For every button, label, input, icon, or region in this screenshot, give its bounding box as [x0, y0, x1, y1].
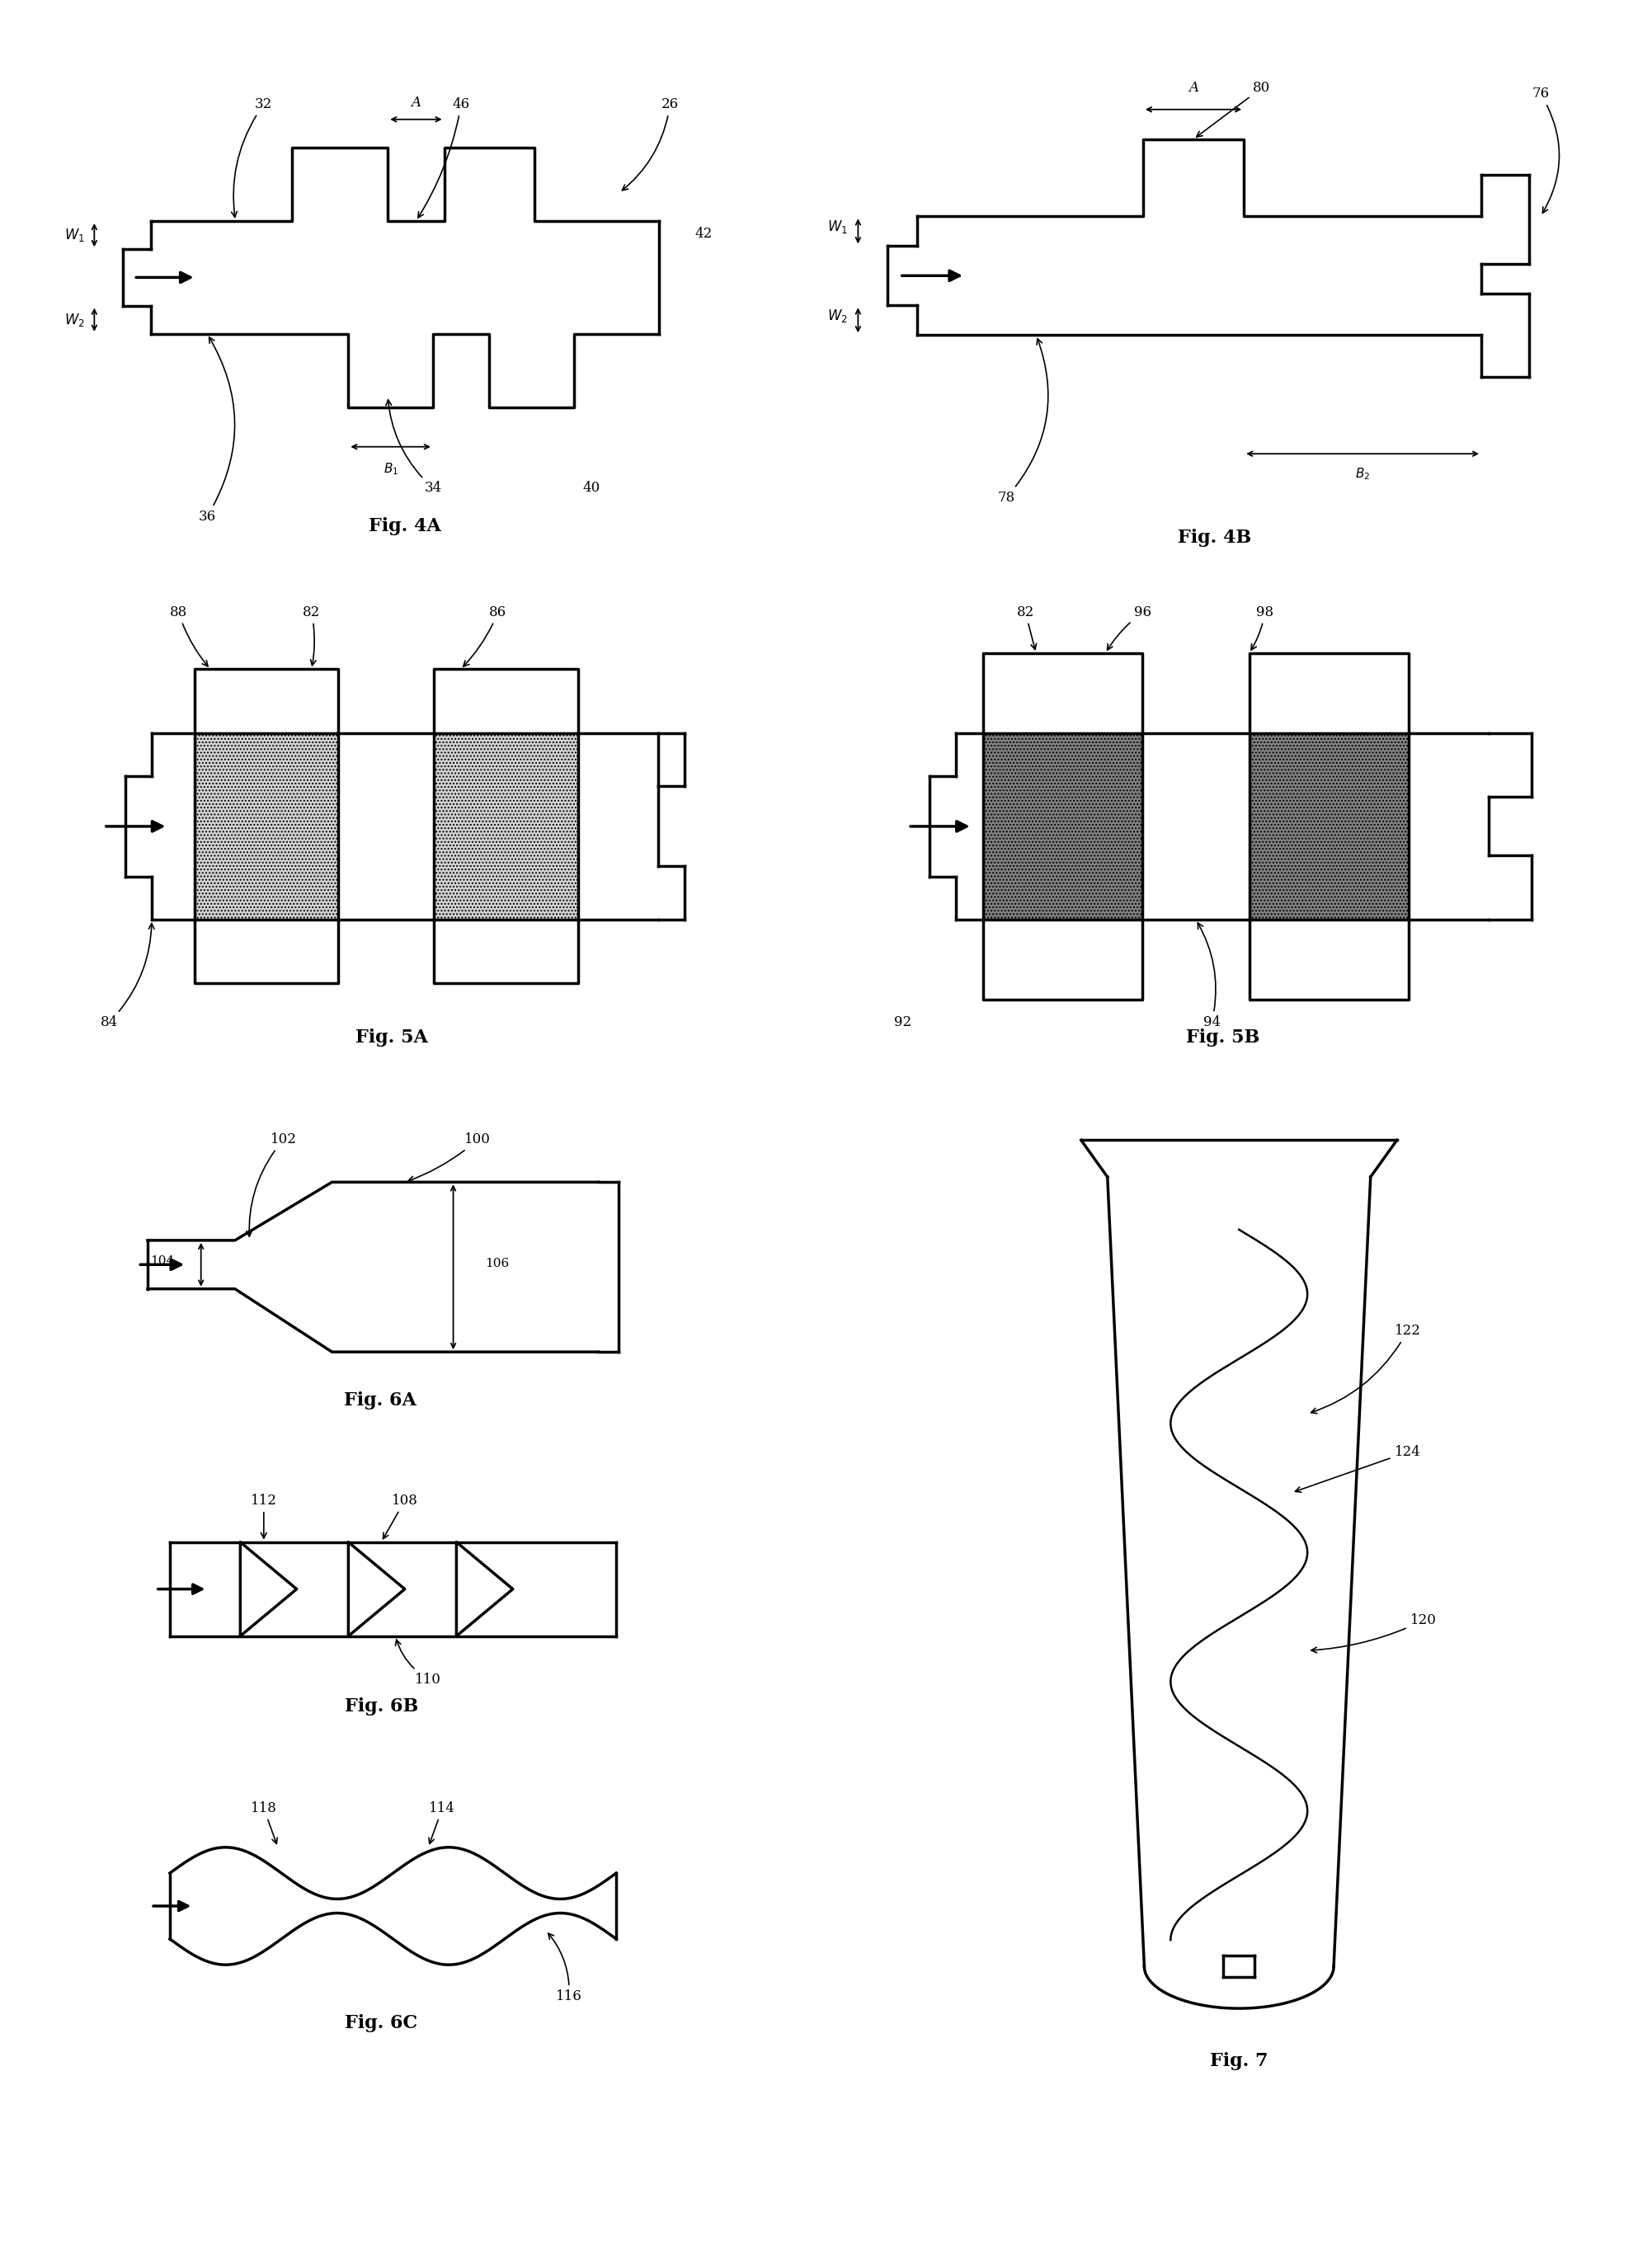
Text: Fig. 4A: Fig. 4A	[368, 518, 441, 537]
Text: 100: 100	[408, 1132, 491, 1182]
Text: 94: 94	[1198, 924, 1221, 1030]
Text: 34: 34	[387, 401, 441, 496]
Text: 86: 86	[463, 604, 507, 666]
Text: 124: 124	[1295, 1444, 1421, 1492]
Text: $W_2$: $W_2$	[828, 308, 847, 324]
Text: Fig. 7: Fig. 7	[1209, 2051, 1269, 2069]
Text: 112: 112	[251, 1494, 278, 1537]
Text: 92: 92	[894, 1014, 912, 1030]
Text: Fig. 4B: Fig. 4B	[1178, 530, 1251, 548]
Text: Fig. 5A: Fig. 5A	[355, 1028, 428, 1046]
Text: $W_1$: $W_1$	[828, 220, 847, 235]
Text: 40: 40	[582, 482, 600, 496]
Polygon shape	[434, 734, 578, 919]
Text: 36: 36	[198, 337, 235, 523]
Text: 42: 42	[695, 226, 712, 242]
Text: 80: 80	[1196, 82, 1270, 136]
Text: 76: 76	[1531, 86, 1559, 213]
Text: 106: 106	[484, 1259, 509, 1270]
Text: 78: 78	[998, 340, 1047, 505]
Text: 82: 82	[1016, 604, 1036, 650]
Text: $B_1$: $B_1$	[383, 462, 398, 478]
Text: 114: 114	[430, 1802, 456, 1843]
Polygon shape	[195, 734, 339, 919]
Polygon shape	[983, 734, 1143, 919]
Text: 82: 82	[302, 604, 320, 666]
Text: 116: 116	[548, 1933, 582, 2004]
Text: A: A	[1188, 82, 1198, 95]
Text: 32: 32	[231, 97, 273, 217]
Polygon shape	[1249, 734, 1409, 919]
Text: 108: 108	[383, 1494, 418, 1540]
Text: $W_1$: $W_1$	[64, 226, 84, 242]
Text: 84: 84	[101, 924, 154, 1030]
Text: 110: 110	[395, 1639, 441, 1687]
Text: Fig. 6B: Fig. 6B	[344, 1698, 418, 1716]
Text: 46: 46	[418, 97, 469, 217]
Text: 120: 120	[1312, 1614, 1436, 1653]
Text: 118: 118	[251, 1802, 278, 1843]
Text: Fig. 6A: Fig. 6A	[344, 1392, 416, 1410]
Text: 104: 104	[150, 1257, 173, 1268]
Text: Fig. 6C: Fig. 6C	[345, 2015, 418, 2033]
Text: 96: 96	[1107, 604, 1151, 650]
Text: 26: 26	[623, 97, 679, 190]
Text: 102: 102	[246, 1132, 297, 1236]
Text: $W_2$: $W_2$	[64, 312, 84, 328]
Text: $B_2$: $B_2$	[1355, 466, 1370, 482]
Text: 122: 122	[1312, 1324, 1421, 1413]
Text: Fig. 5B: Fig. 5B	[1186, 1028, 1259, 1046]
Text: A: A	[411, 95, 421, 109]
Text: 88: 88	[170, 604, 208, 666]
Text: 98: 98	[1251, 604, 1274, 650]
